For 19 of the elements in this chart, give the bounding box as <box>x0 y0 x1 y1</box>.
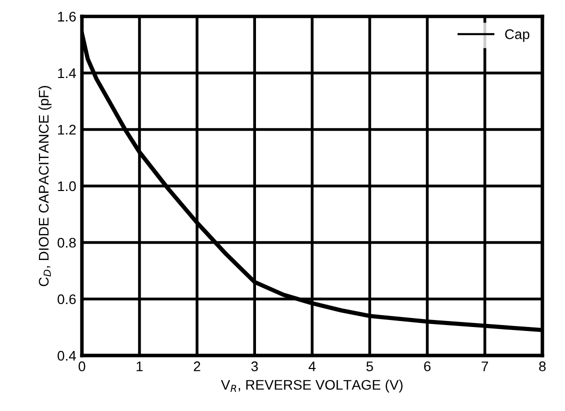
x-tick-label: 1 <box>136 362 143 372</box>
y-tick-label: 0.8 <box>58 238 76 248</box>
x-tick-label: 7 <box>482 362 488 372</box>
x-tick-label: 8 <box>539 361 546 372</box>
x-tick-label: 0 <box>78 361 86 372</box>
legend-label: Cap <box>505 29 530 42</box>
x-axis-title: V$_{R}$, REVERSE VOLTAGE (V) <box>220 380 403 393</box>
y-tick-label: 1.6 <box>58 12 76 22</box>
y-tick-label: 1.4 <box>58 68 76 78</box>
x-tick-label: 3 <box>251 361 258 372</box>
x-tick-label: 4 <box>308 362 316 372</box>
y-tick-label: 0.6 <box>58 294 76 304</box>
y-tick-label: 1.0 <box>58 181 76 192</box>
y-axis-title: C$_{D}$, DIODE CAPACITANCE (pF) <box>38 86 52 286</box>
y-tick-label: 1.2 <box>58 124 76 134</box>
y-tick-label: 0.4 <box>58 350 76 361</box>
x-tick-label: 6 <box>424 361 431 372</box>
x-tick-label: 5 <box>366 362 373 372</box>
x-tick-label: 2 <box>194 361 200 372</box>
